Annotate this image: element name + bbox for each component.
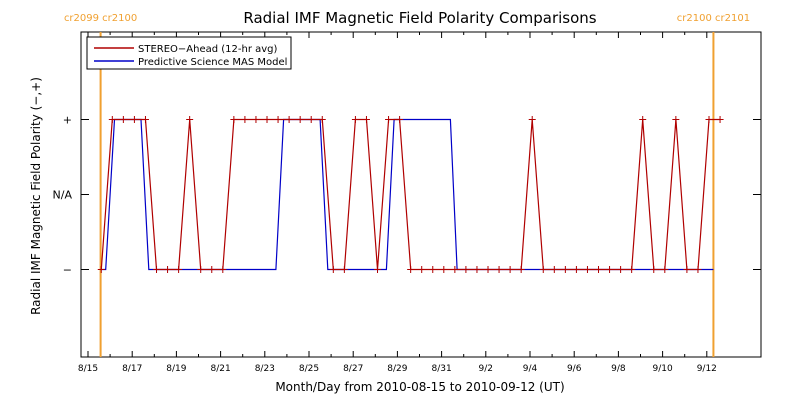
stereo-data-point [473,266,481,273]
stereo-data-point [506,266,514,273]
stereo-data-point [705,116,713,123]
carrington-label: cr2100 cr2101 [677,13,750,24]
stereo-data-point [307,116,315,123]
x-axis-label: Month/Day from 2010-08-15 to 2010-09-12 … [275,380,564,394]
stereo-data-point [517,266,525,273]
x-tick-label: 8/25 [299,364,319,374]
x-tick-label: 9/6 [567,364,582,374]
stereo-data-point [396,116,404,123]
stereo-data-point [451,266,459,273]
stereo-data-point [572,266,580,273]
stereo-data-point [263,116,271,123]
stereo-data-point [274,116,282,123]
stereo-data-point [130,116,138,123]
legend-box [86,36,292,70]
carrington-markers: cr2099 cr2100 cr2100 cr2101 [64,13,750,357]
y-axis-label: Radial IMF Magnetic Field Polarity (−,+) [29,77,43,315]
stereo-data-point [407,266,415,273]
legend-label-stereo: STEREO−Ahead (12-hr avg) [138,44,278,55]
series-stereo-ahead-line [100,118,721,271]
stereo-data-point [119,116,127,123]
stereo-data-point [385,116,393,123]
x-axis-ticks: 8/15 8/17 8/19 8/21 8/23 8/25 8/27 8/29 8/31 9/2 9… [78,32,717,374]
stereo-data-point [683,266,691,273]
x-tick-label: 8/23 [255,364,275,374]
stereo-data-point [672,116,680,123]
legend-label-mas: Predictive Science MAS Model [138,57,287,68]
stereo-data-point [351,116,359,123]
stereo-data-point [561,266,569,273]
series-mas-model-line [100,118,714,271]
stereo-data-point [164,266,172,273]
stereo-data-point [153,266,161,273]
x-tick-label: 8/19 [166,364,186,374]
stereo-data-point [208,266,216,273]
x-tick-label: 8/15 [78,364,98,374]
stereo-data-point [230,116,238,123]
stereo-data-point [694,266,702,273]
stereo-data-point [197,266,205,273]
stereo-data-point [340,266,348,273]
x-tick-label: 9/10 [652,364,672,374]
x-tick-label: 8/17 [122,364,142,374]
stereo-data-point [108,116,116,123]
stereo-data-point [628,266,636,273]
y-tick-label: − [63,264,72,277]
x-tick-label: 8/29 [387,364,407,374]
legend: STEREO−Ahead (12-hr avg) Predictive Scie… [86,36,292,70]
x-tick-label: 9/4 [523,364,538,374]
stereo-data-point [716,116,724,123]
y-tick-label: + [63,114,72,127]
stereo-data-point [241,116,249,123]
stereo-data-point [462,266,470,273]
y-axis-ticks: + N/A − [53,114,761,277]
x-tick-label: 8/27 [343,364,363,374]
stereo-data-point [495,266,503,273]
stereo-data-point [440,266,448,273]
carrington-label: cr2099 cr2100 [64,13,137,24]
y-tick-label: N/A [53,189,73,202]
stereo-data-point [617,266,625,273]
stereo-data-point [539,266,547,273]
x-tick-label: 9/2 [479,364,493,374]
stereo-data-point [186,116,194,123]
stereo-data-point [296,116,304,123]
stereo-data-point [175,266,183,273]
stereo-data-point [639,116,647,123]
stereo-data-point [550,266,558,273]
x-tick-label: 9/8 [611,364,626,374]
stereo-data-point [329,266,337,273]
stereo-data-point [374,266,382,273]
stereo-data-point [97,266,105,273]
x-tick-label: 9/12 [697,364,717,374]
stereo-data-point [141,116,149,123]
x-tick-label: 8/31 [431,364,451,374]
stereo-data-point [318,116,326,123]
stereo-data-point [285,116,293,123]
stereo-data-point [606,266,614,273]
chart-title: Radial IMF Magnetic Field Polarity Compa… [243,9,596,27]
stereo-data-point [484,266,492,273]
stereo-data-point [661,266,669,273]
stereo-data-point [583,266,591,273]
stereo-data-point [528,116,536,123]
stereo-data-point [362,116,370,123]
stereo-data-point [650,266,658,273]
x-tick-label: 8/21 [210,364,230,374]
stereo-data-point [418,266,426,273]
stereo-data-point [252,116,260,123]
stereo-data-point [219,266,227,273]
series-lines [97,116,724,273]
stereo-data-point [429,266,437,273]
plot-frame [80,31,762,358]
stereo-data-point [595,266,603,273]
